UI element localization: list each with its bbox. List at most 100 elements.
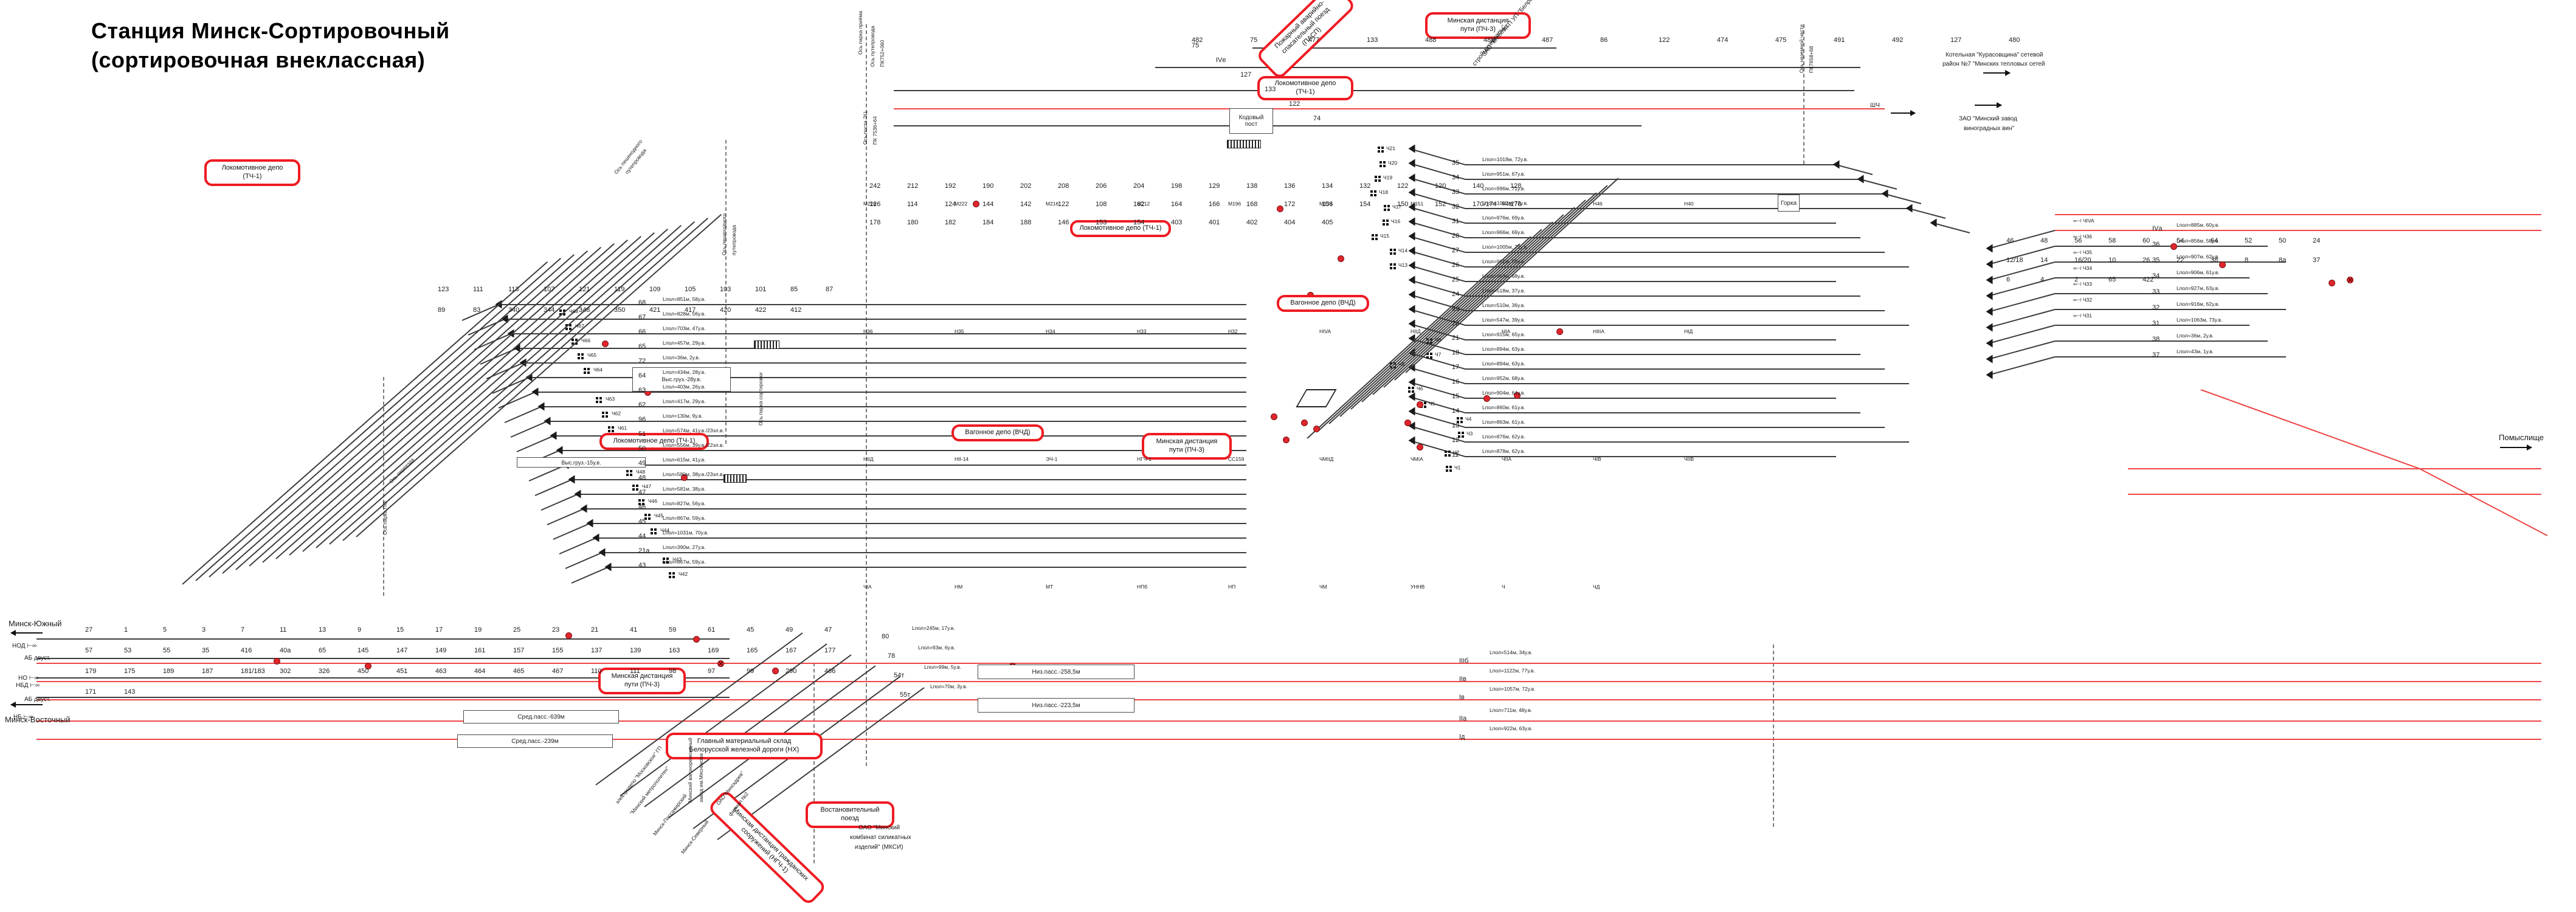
signal-name-label: Ч16 bbox=[1391, 218, 1401, 224]
switch-point-icon bbox=[556, 446, 563, 455]
callout-loco-depo-top[interactable]: Локомотивное депо (ТЧ-1) bbox=[1257, 76, 1353, 100]
track-number: 21а bbox=[638, 547, 650, 554]
track-segment bbox=[1465, 383, 1909, 384]
switch-number: 114 bbox=[907, 201, 918, 208]
switch-number: 127 bbox=[1950, 36, 1962, 44]
callout-fire-rescue-train[interactable]: Пожарный аварийно- спасательный поезд (П… bbox=[1255, 0, 1357, 81]
track-number: 67 bbox=[638, 314, 646, 321]
mast-label: М226 bbox=[863, 201, 877, 207]
callout-pch3-low[interactable]: Минская дистанция пути (ПЧ-3) bbox=[598, 668, 686, 694]
switch-number: 134 bbox=[1322, 182, 1333, 190]
callout-pch3-mid[interactable]: Минская дистанция пути (ПЧ-3) bbox=[1142, 433, 1232, 460]
track-segment bbox=[1465, 252, 1885, 253]
track-number: 11 bbox=[1452, 451, 1459, 458]
switch-point-icon bbox=[1986, 323, 1993, 332]
switch-number: 83 bbox=[473, 306, 481, 314]
track-segment bbox=[1835, 164, 1873, 175]
track-number: 38 bbox=[2152, 336, 2160, 343]
mast-label: М222 bbox=[955, 201, 968, 207]
switch-point-icon bbox=[1408, 159, 1415, 168]
track-number: 44 bbox=[638, 533, 646, 540]
callout-loco-depo-1[interactable]: Локомотивное депо (ТЧ-1) bbox=[204, 159, 300, 186]
track-length-label: Lпол=863м, 61у.в. bbox=[1482, 419, 1525, 425]
switch-number: 463 bbox=[435, 668, 447, 675]
switch-number: 156 bbox=[1322, 201, 1333, 208]
callout-rescue-train[interactable]: Востановительный поезд bbox=[806, 801, 894, 828]
switch-number: 416 bbox=[241, 647, 252, 654]
switch-number: 139 bbox=[630, 647, 641, 654]
switch-number: 58 bbox=[2108, 237, 2116, 244]
mast-label: НIIIА bbox=[1593, 328, 1604, 334]
switch-number: 147 bbox=[396, 647, 408, 654]
track-length-label: Lпол=434м, 28у.в. bbox=[663, 369, 706, 375]
track-number: 34 bbox=[1452, 174, 1460, 181]
switch-number: 467 bbox=[552, 668, 564, 675]
switch-number: 192 bbox=[945, 182, 956, 190]
track-length-label: Lпол=615м, 41у.в. bbox=[663, 457, 706, 463]
switch-number: 65 bbox=[2108, 276, 2116, 283]
arrow-vinzavod-icon bbox=[1975, 102, 2002, 108]
track-segment bbox=[547, 508, 584, 525]
callout-loco-depo-2[interactable]: Локомотивное депо (ТЧ-1) bbox=[1070, 220, 1171, 237]
direction-minsk-vostochny: Минск-Восточный bbox=[5, 715, 71, 724]
mast-label: НIIД bbox=[863, 456, 874, 462]
signal-icon bbox=[1313, 426, 1320, 432]
track-number: 26 bbox=[1452, 261, 1460, 269]
track-segment bbox=[1987, 309, 2056, 328]
direction-minsk-yuzhny: Минск-Южный bbox=[9, 619, 62, 628]
track-segment bbox=[2055, 214, 2541, 215]
track-length-label: Lпол=907м, 62у.в. bbox=[2177, 254, 2220, 260]
switch-number: 202 bbox=[1020, 182, 1032, 190]
signal-icon bbox=[2219, 261, 2226, 268]
route-label-no: НО ⊢∞ bbox=[18, 675, 39, 682]
callout-loco-depo-3[interactable]: Локомотивное депо (ТЧ-1) bbox=[599, 433, 709, 450]
track-length-label: Lпол=885м, 60у.в. bbox=[2177, 222, 2220, 228]
track-length-label: Lпол=1063м, 73у.в. bbox=[2177, 317, 2223, 323]
track-segment bbox=[2128, 468, 2541, 469]
switch-number: 75 bbox=[1250, 36, 1258, 44]
callout-nh-warehouse[interactable]: Главный материальный склад Белорусской ж… bbox=[666, 733, 823, 759]
signal-name-label: Ч14 bbox=[1398, 247, 1408, 254]
switch-number: 46 bbox=[2006, 237, 2014, 244]
callout-vchd-1[interactable]: Вагонное депо (ВЧД) bbox=[1277, 295, 1369, 312]
track-length-label: Lпол=93м, 6у.в. bbox=[918, 644, 956, 651]
mast-label: ЧМIА bbox=[1411, 456, 1423, 462]
callout-pch3-top[interactable]: Минская дистанция пути (ПЧ-3) bbox=[1425, 12, 1531, 39]
track-number: 68 bbox=[638, 299, 646, 306]
mast-label: НIVA bbox=[1319, 328, 1331, 334]
switch-point-icon bbox=[604, 562, 612, 572]
switch-point-icon bbox=[1408, 261, 1415, 270]
track-segment bbox=[36, 681, 2541, 682]
track-segment bbox=[565, 552, 603, 569]
switch-number: 97 bbox=[708, 668, 716, 675]
signal-name-label: Ч68 bbox=[569, 308, 579, 314]
track-segment bbox=[1465, 427, 1885, 428]
signal-name-label: Ч64 bbox=[593, 367, 603, 373]
semaphore-icon bbox=[1446, 466, 1452, 472]
track-segment bbox=[2055, 309, 2286, 310]
track-segment bbox=[2055, 246, 2268, 247]
switch-number: 56 bbox=[2074, 237, 2082, 244]
direction-minsk-severny: Минск-Северный bbox=[680, 818, 710, 855]
switch-number: 23 bbox=[552, 626, 560, 634]
track-segment bbox=[517, 348, 1246, 349]
semaphore-icon bbox=[1378, 147, 1384, 153]
track-length-label: Lпол=580м, 38у.в./23эл.в. bbox=[663, 471, 724, 477]
track-segment bbox=[36, 720, 2541, 722]
switch-number: 164 bbox=[1171, 201, 1183, 208]
signal-name-label: ∞⊣ Ч34 bbox=[2073, 265, 2092, 271]
switch-number: 206 bbox=[1096, 182, 1107, 190]
mast-label: Н40 bbox=[1684, 201, 1694, 207]
track-segment bbox=[2055, 293, 2268, 294]
callout-vchd-2[interactable]: Вагонное депо (ВЧД) bbox=[951, 424, 1044, 441]
arrow-kotelnaya-icon bbox=[1983, 70, 2011, 76]
code-post-box: Кодовый пост bbox=[1229, 108, 1273, 134]
track-length-label: Lпол=43м, 1у.в. bbox=[2177, 348, 2214, 354]
callout-line: пути (ПЧ-3) bbox=[1169, 446, 1205, 454]
switch-number: 121 bbox=[579, 286, 590, 293]
switch-number: 8 bbox=[2245, 257, 2249, 264]
track-number: 25 bbox=[1452, 276, 1460, 283]
track-length-label: Lпол=876м, 62у.в. bbox=[1482, 434, 1525, 440]
track-number: 36 bbox=[2152, 241, 2160, 248]
switch-number: 119 bbox=[614, 286, 625, 293]
